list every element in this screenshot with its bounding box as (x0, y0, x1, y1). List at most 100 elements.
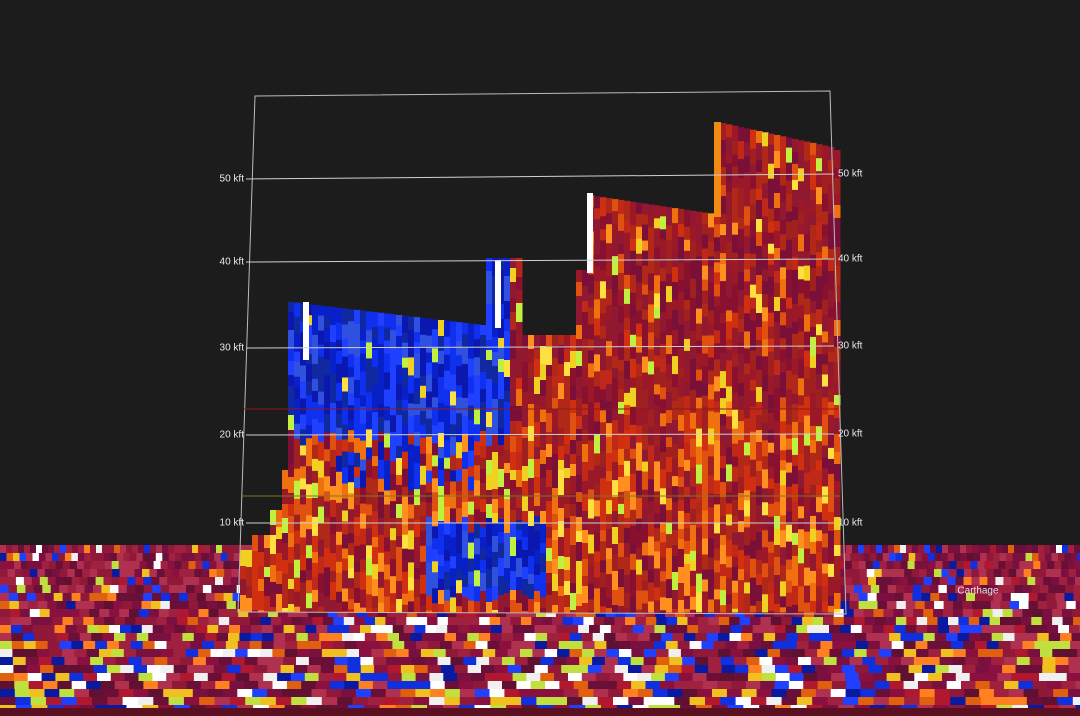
ground-cell (297, 609, 309, 618)
ground-cell (297, 649, 310, 658)
ground-cell (484, 673, 500, 682)
height-label: 10 kft (838, 518, 863, 529)
ground-cell (101, 585, 111, 594)
section-cell (588, 377, 595, 390)
section-cell (768, 541, 775, 554)
section-cell (306, 414, 313, 426)
section-cell (786, 137, 793, 149)
ground-cell (963, 561, 971, 570)
ground-cell (856, 641, 869, 650)
section-cell (372, 498, 379, 512)
section-cell (546, 365, 553, 377)
section-cell (582, 462, 589, 482)
ground-cell (1014, 545, 1021, 554)
section-cell (756, 442, 763, 462)
ground-cell (832, 641, 845, 650)
section-cell (774, 590, 781, 605)
section-cell (636, 547, 643, 561)
section-cell (318, 495, 325, 508)
ground-cell (329, 681, 345, 690)
ground-cell (95, 577, 105, 586)
section-cell (468, 393, 475, 407)
section-cell (270, 582, 277, 594)
section-cell (738, 159, 745, 179)
ground-cell (1061, 569, 1070, 578)
ground-cell (1010, 593, 1021, 602)
ground-cell (886, 601, 897, 610)
section-cell (342, 498, 349, 511)
section-cell (402, 496, 409, 514)
ground-cell (444, 697, 461, 706)
ground-cell (1055, 593, 1065, 602)
section-cell (396, 400, 403, 416)
section-cell (306, 395, 313, 415)
section-cell (342, 377, 349, 392)
section-cell (804, 141, 811, 162)
ground-cell (796, 697, 813, 706)
section-cell (546, 573, 553, 584)
section-cell (678, 279, 685, 293)
ground-cell (535, 633, 548, 642)
section-cell (336, 413, 343, 429)
ground-cell (760, 617, 772, 626)
section-cell (774, 402, 781, 422)
section-cell (318, 477, 325, 497)
section-cell (648, 361, 655, 375)
ground-cell (7, 569, 16, 578)
section-cell (618, 388, 625, 403)
ground-cell (752, 633, 765, 642)
section-cell (330, 384, 337, 404)
section-cell (306, 558, 313, 571)
ground-cell (143, 585, 153, 594)
ground-cell (482, 649, 496, 658)
ground-cell (125, 633, 138, 642)
ground-cell (0, 553, 7, 562)
ground-cell (64, 553, 72, 562)
section-cell (810, 600, 817, 613)
section-cell (708, 523, 715, 539)
section-cell (834, 150, 841, 169)
section-cell (576, 311, 583, 326)
section-cell (450, 321, 457, 340)
ground-cell (162, 545, 169, 554)
section-cell (372, 327, 379, 339)
section-cell (318, 422, 325, 443)
section-cell (504, 276, 511, 288)
section-cell (828, 431, 835, 449)
section-cell (426, 352, 433, 364)
section-cell (618, 432, 625, 450)
section-cell (342, 548, 349, 559)
section-cell (462, 501, 469, 518)
section-cell (678, 324, 685, 336)
ground-cell (123, 553, 131, 562)
section-cell (384, 389, 391, 407)
section-cell (696, 340, 703, 355)
section-cell (426, 610, 433, 613)
section-cell (672, 344, 679, 357)
ground-cell (688, 681, 704, 690)
section-cell (480, 431, 487, 447)
ground-cell (306, 697, 323, 706)
ground-cell (1028, 601, 1039, 610)
section-cell (306, 484, 313, 499)
section-cell (396, 599, 403, 613)
section-cell (672, 387, 679, 402)
section-cell (420, 593, 427, 607)
section-cell (756, 532, 763, 551)
section-cell (420, 424, 427, 439)
section-cell (294, 591, 301, 608)
ground-cell (260, 617, 272, 626)
section-cell (498, 319, 505, 339)
section-cell (744, 187, 751, 207)
section-cell (288, 533, 295, 548)
section-cell (324, 449, 331, 462)
ground-cell (430, 689, 446, 698)
section-cell (648, 349, 655, 362)
ground-cell (975, 665, 990, 674)
ground-cell (896, 585, 906, 594)
section-cell (582, 603, 589, 613)
section-cell (756, 327, 763, 341)
ground-cell (202, 641, 215, 650)
ground-cell (301, 681, 316, 690)
section-cell (294, 438, 301, 456)
